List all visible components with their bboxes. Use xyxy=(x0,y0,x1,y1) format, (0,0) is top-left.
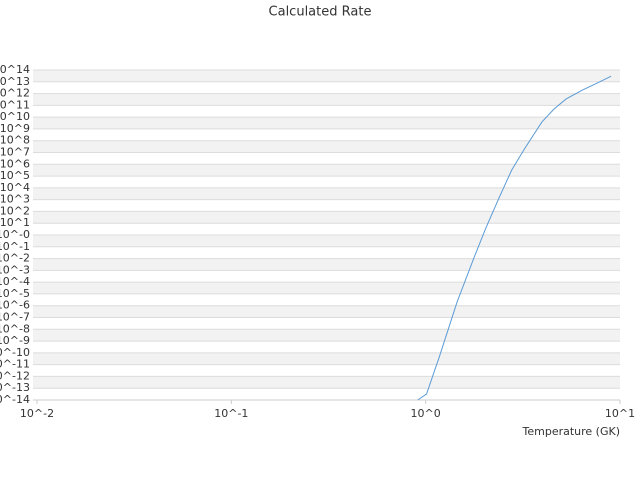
y-tick-label: 10^-7 xyxy=(0,311,30,324)
line xyxy=(417,75,612,401)
y-tick-label: 10^-6 xyxy=(0,299,30,312)
band xyxy=(33,164,620,177)
band xyxy=(33,258,620,271)
y-tick-label: 10^-10 xyxy=(0,346,30,359)
y-tick-label: 10^5 xyxy=(0,169,30,182)
band xyxy=(33,235,620,247)
band xyxy=(33,305,620,318)
band xyxy=(33,376,620,389)
y-tick-label: 10^2 xyxy=(0,204,30,217)
band xyxy=(33,140,620,153)
band xyxy=(33,117,620,129)
y-tick-label: 10^4 xyxy=(0,181,30,194)
y-tick-label: 10^3 xyxy=(0,193,30,206)
y-tick-label: 10^12 xyxy=(0,87,30,100)
y-tick-label: 10^7 xyxy=(0,146,30,159)
x-tick-label: 10^1 xyxy=(605,407,635,420)
y-tick-label: 10^8 xyxy=(0,134,30,147)
y-tick-label: 10^-9 xyxy=(0,334,30,347)
y-tick-label: 10^9 xyxy=(0,122,30,135)
band xyxy=(33,211,620,224)
y-tick-label: 10^-2 xyxy=(0,252,30,265)
y-tick-label: 10^-14 xyxy=(0,393,30,406)
x-tick-label: 10^-1 xyxy=(214,407,248,420)
y-tick-label: 10^-1 xyxy=(0,240,30,253)
band xyxy=(33,352,620,365)
y-tick-label: 10^-8 xyxy=(0,322,30,335)
y-tick-label: 10^-13 xyxy=(0,381,30,394)
x-tick-label: 10^0 xyxy=(411,407,441,420)
band xyxy=(33,70,620,82)
y-tick-label: 10^-5 xyxy=(0,287,30,300)
y-tick-label: 10^11 xyxy=(0,98,30,111)
band xyxy=(33,187,620,200)
y-tick-label: 10^-11 xyxy=(0,358,30,371)
y-tick-label: 10^-12 xyxy=(0,369,30,382)
x-tick-label: 10^-2 xyxy=(20,407,54,420)
x-axis-label: Temperature (GK) xyxy=(522,425,621,438)
y-tick-label: 10^-0 xyxy=(0,228,30,241)
y-tick-label: 10^-4 xyxy=(0,275,30,288)
band xyxy=(33,93,620,106)
band xyxy=(33,329,620,342)
y-tick-label: 10^1 xyxy=(0,216,30,229)
y-tick-label: 10^13 xyxy=(0,75,30,88)
y-tick-label: 10^-3 xyxy=(0,263,30,276)
band xyxy=(33,282,620,294)
y-tick-label: 10^6 xyxy=(0,157,30,170)
chart-title: Calculated Rate xyxy=(269,5,372,20)
y-tick-label: 10^10 xyxy=(0,110,30,123)
y-tick-label: 10^14 xyxy=(0,63,30,76)
